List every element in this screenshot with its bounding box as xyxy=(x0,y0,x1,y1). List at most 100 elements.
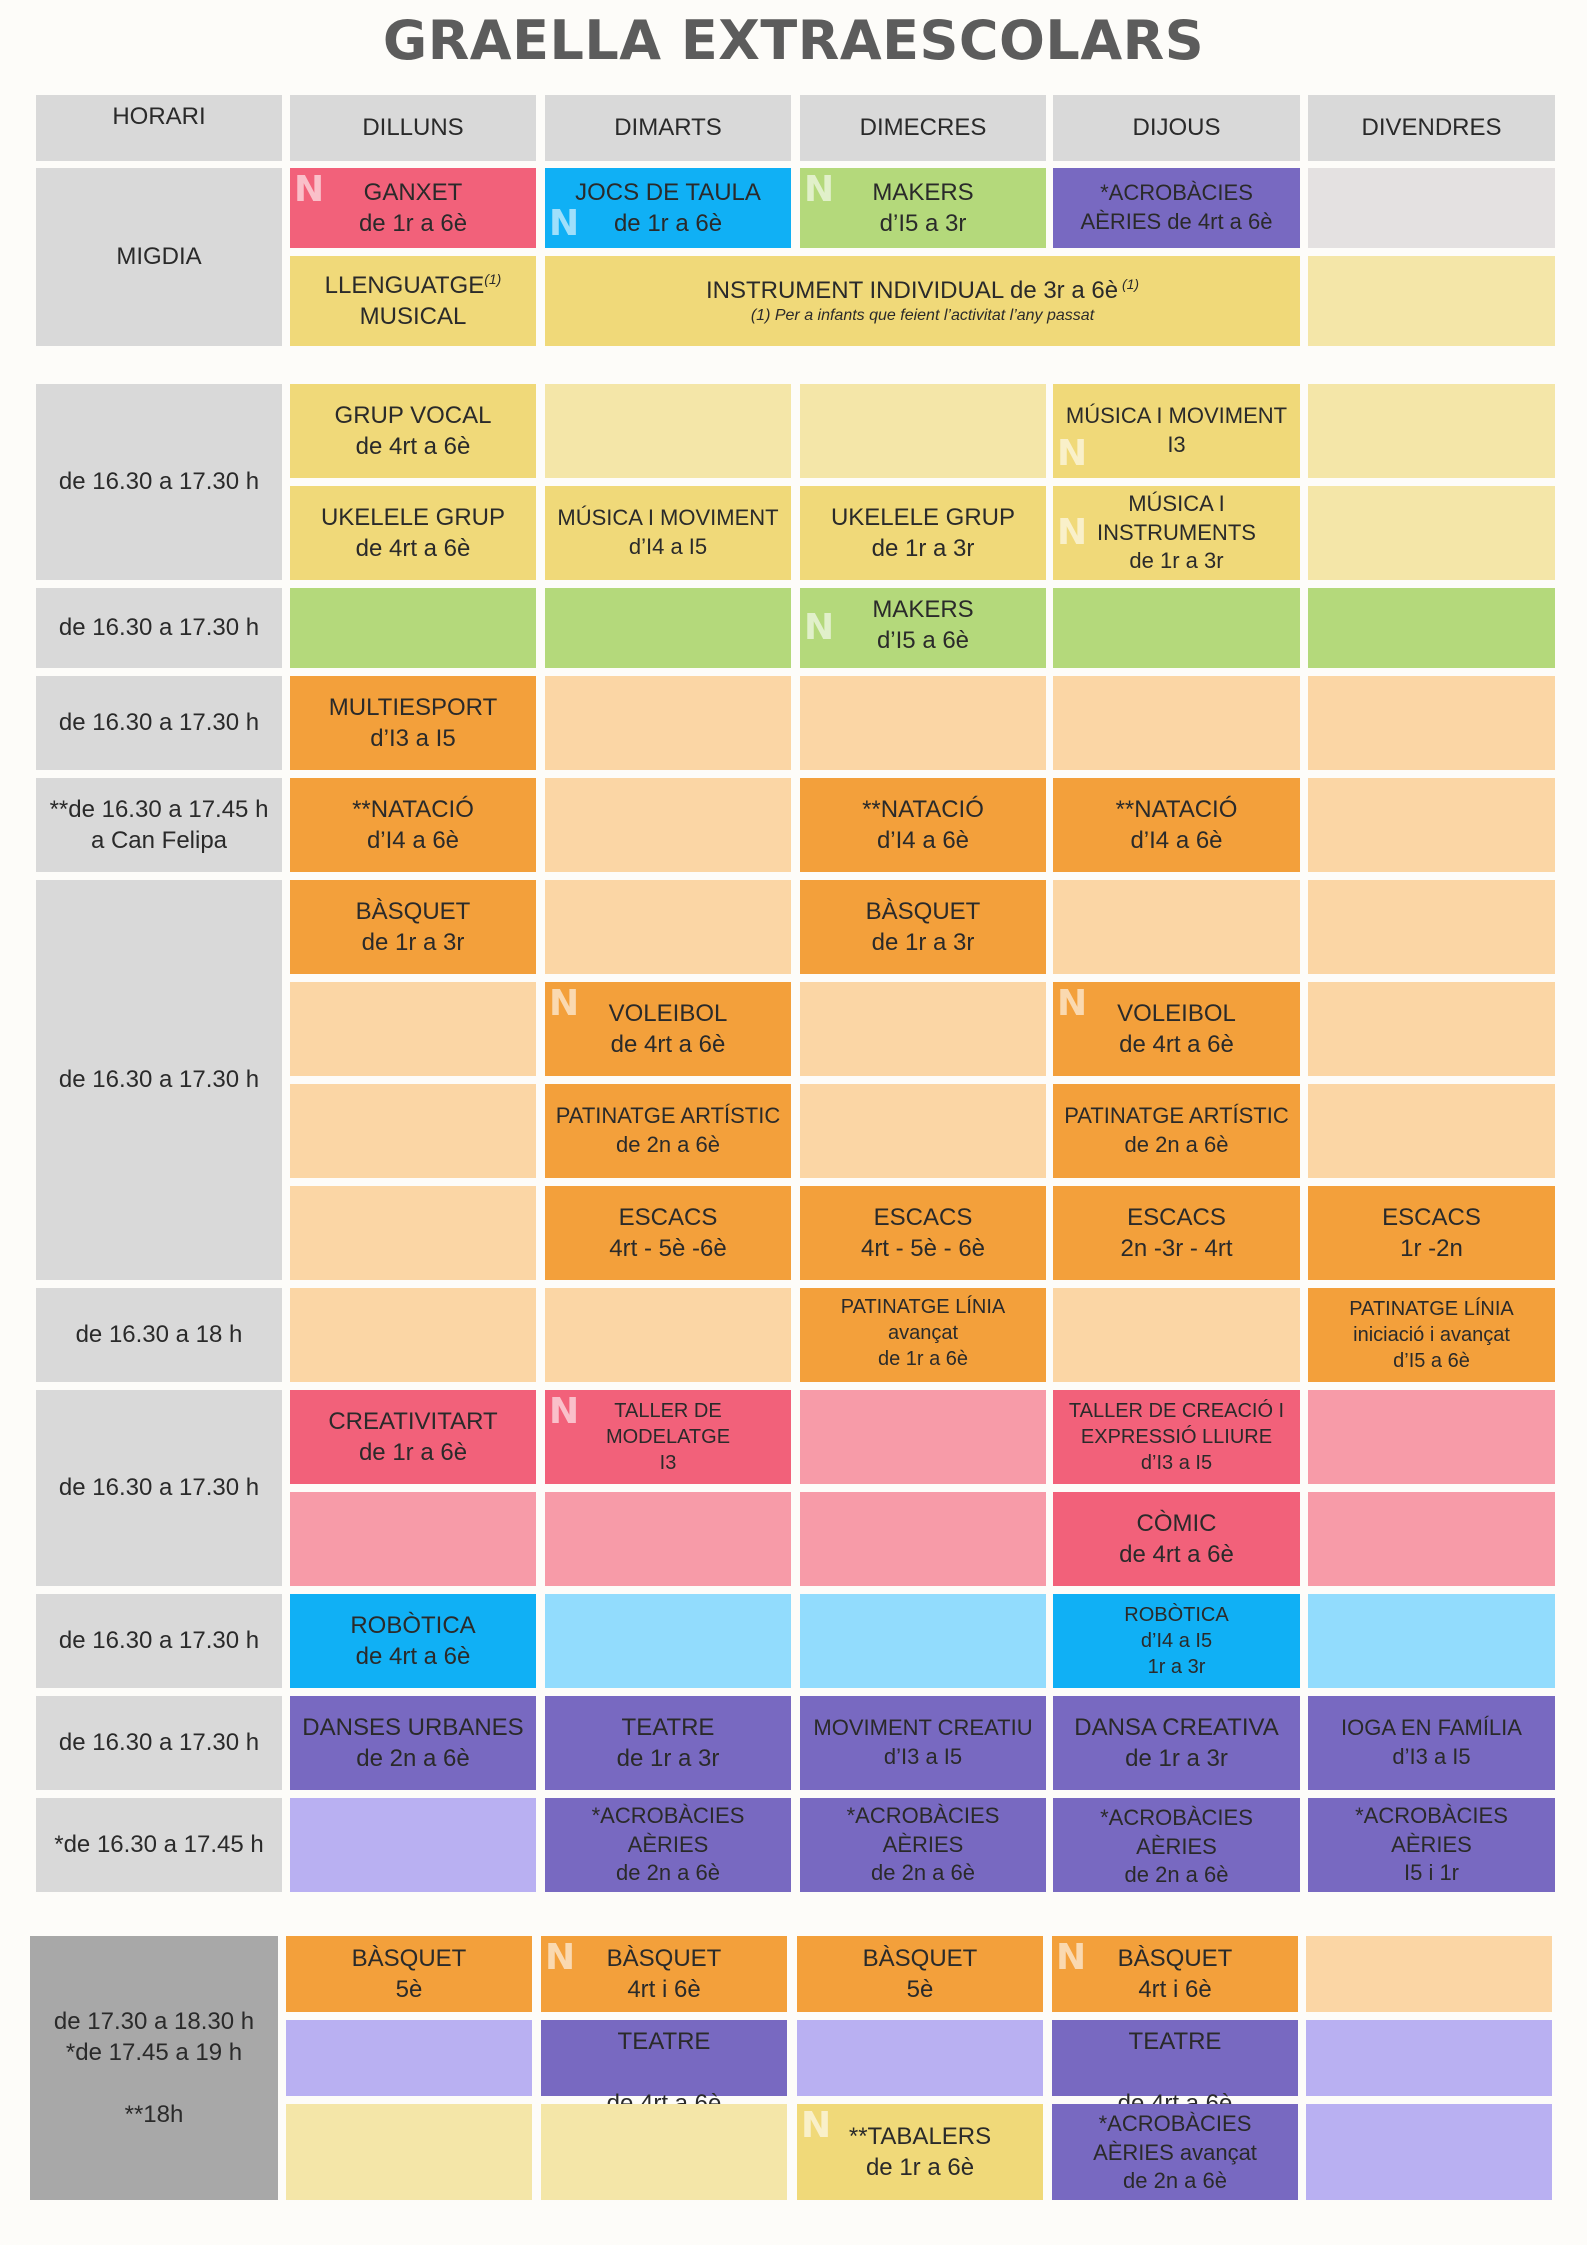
cell-text-line: *ACROBÀCIES xyxy=(1355,1803,1508,1829)
cell-text-line: d’I3 a I5 xyxy=(883,1744,963,1769)
activity-creativitart: CREATIVITART de 1r a 6è xyxy=(290,1390,536,1484)
cell-text-line: 4rt i 6è xyxy=(627,1976,701,2003)
cell-text-line: HORARI xyxy=(112,103,206,130)
cell-text-line: MÚSICA I MOVIMENT xyxy=(1065,403,1288,429)
time-slot: de 16.30 a 17.30 h xyxy=(36,384,282,580)
cell-text-line: d’I5 a 6è xyxy=(1393,1350,1470,1372)
cell-text-line: EXPRESSIÓ LLIURE xyxy=(1080,1426,1273,1448)
cell-text-line: 4rt i 6è xyxy=(1138,1976,1212,2003)
time-slot: de 16.30 a 17.30 h xyxy=(36,880,282,1280)
cell-text-line: MUSICAL xyxy=(359,303,467,330)
empty-cell xyxy=(290,982,536,1076)
activity-ganxet: GANXET de 1r a 6è N xyxy=(290,168,536,248)
cell-text-line: BÀSQUET xyxy=(862,1944,978,1972)
cell-text-line: de 2n a 6è xyxy=(356,1745,470,1772)
cell-text-line: de 2n a 6è xyxy=(871,1860,975,1886)
cell-text-line: de 16.30 a 17.30 h xyxy=(58,1627,260,1655)
activity-musica-moviment-i3: MÚSICA I MOVIMENT I3 N xyxy=(1053,384,1300,478)
cell-text-line: AÈRIES xyxy=(1391,1831,1472,1857)
activity-comic: CÒMIC de 4rt a 6è xyxy=(1053,1492,1300,1586)
cell-text-line: d’I3 a I5 xyxy=(1392,1744,1471,1769)
cell-text-line: BÀSQUET xyxy=(1117,1944,1233,1972)
empty-cell xyxy=(1306,1936,1552,2012)
header-dilluns: DILLUNS xyxy=(290,95,536,161)
empty-cell xyxy=(1053,676,1300,770)
cell-text-line: de 16.30 a 17.30 h xyxy=(58,709,260,737)
cell-text-line: *ACROBÀCIES xyxy=(1100,180,1253,206)
cell-text-line: 5è xyxy=(395,1976,423,2003)
cell-text-line: MAKERS xyxy=(872,596,974,623)
new-badge-icon: N xyxy=(801,2105,832,2146)
cell-text-line: iniciació i avançat xyxy=(1353,1324,1510,1346)
cell-text-line: d’I4 a 6è xyxy=(876,827,970,854)
activity-taller-modelatge: TALLER DE MODELATGE I3 N xyxy=(545,1390,791,1484)
cell-text-line: d’I4 a 6è xyxy=(1130,827,1223,854)
activity-tabalers: **TABALERS de 1r a 6è N xyxy=(797,2104,1043,2200)
cell-text-line: MÚSICA I MOVIMENT xyxy=(557,505,779,531)
activity-ukelele-grup: UKELELE GRUP de 4rt a 6è xyxy=(290,486,536,580)
cell-text-line: AÈRIES xyxy=(1136,1833,1217,1859)
new-badge-icon: N xyxy=(545,1937,576,1978)
cell-text-line: AÈRIES de 4rt a 6è xyxy=(1080,209,1273,234)
cell-text-line xyxy=(151,2068,158,2099)
activity-patinatge-artistic: PATINATGE ARTÍSTIC de 2n a 6è xyxy=(545,1084,791,1178)
empty-cell xyxy=(1308,1390,1555,1484)
activity-label: LLENGUATGE xyxy=(324,271,485,299)
cell-text-line: BÀSQUET xyxy=(606,1944,722,1972)
cell-text-line: ESCACS xyxy=(1382,1203,1481,1231)
cell-text-line: de 4rt a 6è xyxy=(1119,1541,1234,1568)
activity-basquet: BÀSQUET 5è xyxy=(797,1936,1043,2012)
activity-robotica: ROBÒTICA de 4rt a 6è xyxy=(290,1594,536,1688)
activity-ioga-familia: IOGA EN FAMÍLIA d’I3 a I5 xyxy=(1308,1696,1555,1790)
empty-cell xyxy=(545,1594,791,1688)
empty-cell xyxy=(541,2104,787,2200)
cell-text-line: GRUP VOCAL xyxy=(334,401,492,429)
empty-cell xyxy=(290,1084,536,1178)
cell-text-line: MODELATGE xyxy=(605,1426,731,1448)
cell-text-line: de 2n a 6è xyxy=(1124,1132,1229,1157)
cell-text-line: de 2n a 6è xyxy=(1124,1862,1229,1888)
cell-text-line: de 4rt a 6è xyxy=(355,433,471,460)
cell-text-line: ESCACS xyxy=(873,1203,973,1231)
cell-text-line: INSTRUMENTS xyxy=(1097,519,1256,545)
activity-teatre: TEATRE de 1r a 3r xyxy=(545,1696,791,1790)
empty-cell xyxy=(1308,1492,1555,1586)
cell-text-line: *de 17.45 a 19 h xyxy=(65,2038,243,2066)
cell-text-line: *ACROBÀCIES xyxy=(591,1803,745,1829)
empty-cell xyxy=(797,2020,1043,2096)
activity-basquet: BÀSQUET de 1r a 3r xyxy=(290,880,536,974)
empty-cell xyxy=(1053,880,1300,974)
cell-text-line: de 1r a 3r xyxy=(1129,548,1224,574)
cell-text-line: TALLER DE xyxy=(614,1400,722,1422)
activity-basquet: BÀSQUET de 1r a 3r xyxy=(800,880,1046,974)
cell-text-line: d’I3 a I5 xyxy=(370,725,456,752)
cell-text-line: **NATACIÓ xyxy=(862,795,984,823)
new-badge-icon: N xyxy=(1057,433,1088,474)
time-slot: de 16.30 a 17.30 h xyxy=(36,1594,282,1688)
empty-cell xyxy=(1308,486,1555,580)
time-slot: de 16.30 a 18 h xyxy=(36,1288,282,1382)
cell-text-line: DANSES URBANES xyxy=(302,1713,524,1741)
cell-text-line: d’I4 a I5 xyxy=(628,534,708,559)
cell-text-line: BÀSQUET xyxy=(351,1944,467,1972)
cell-text-line: DILLUNS xyxy=(362,114,464,142)
time-slot: de 17.30 a 18.30 h *de 17.45 a 19 h **18h xyxy=(30,1936,278,2200)
cell-text-line: VOLEIBOL xyxy=(608,999,728,1027)
cell-text-line xyxy=(661,2057,668,2088)
activity-acrobacies: *ACROBÀCIES AÈRIES de 2n a 6è xyxy=(545,1798,791,1892)
cell-text-line: AÈRIES avançat xyxy=(1093,2139,1257,2165)
cell-text-line: avançat xyxy=(887,1322,959,1344)
empty-cell xyxy=(1308,588,1555,668)
cell-text-line: MAKERS xyxy=(872,178,974,206)
header-dimecres: DIMECRES xyxy=(800,95,1046,161)
cell-text-line: 4rt - 5è - 6è xyxy=(860,1235,986,1262)
activity-escacs: ESCACS 1r -2n xyxy=(1308,1186,1555,1280)
cell-text-line: **18h xyxy=(124,2101,184,2129)
cell-text-line: de 16.30 a 18 h xyxy=(75,1321,243,1349)
activity-patinatge-linia: PATINATGE LÍNIA avançat de 1r a 6è xyxy=(800,1288,1046,1382)
cell-text-line: d’I4 a I5 xyxy=(1140,1630,1213,1652)
cell-text-line: VOLEIBOL xyxy=(1117,999,1236,1027)
activity-teatre: TEATRE de 4rt a 6è xyxy=(541,2020,787,2117)
cell-text-line: d’I5 a 6è xyxy=(876,627,970,655)
activity-natacio: **NATACIÓ d’I4 a 6è xyxy=(800,778,1046,872)
